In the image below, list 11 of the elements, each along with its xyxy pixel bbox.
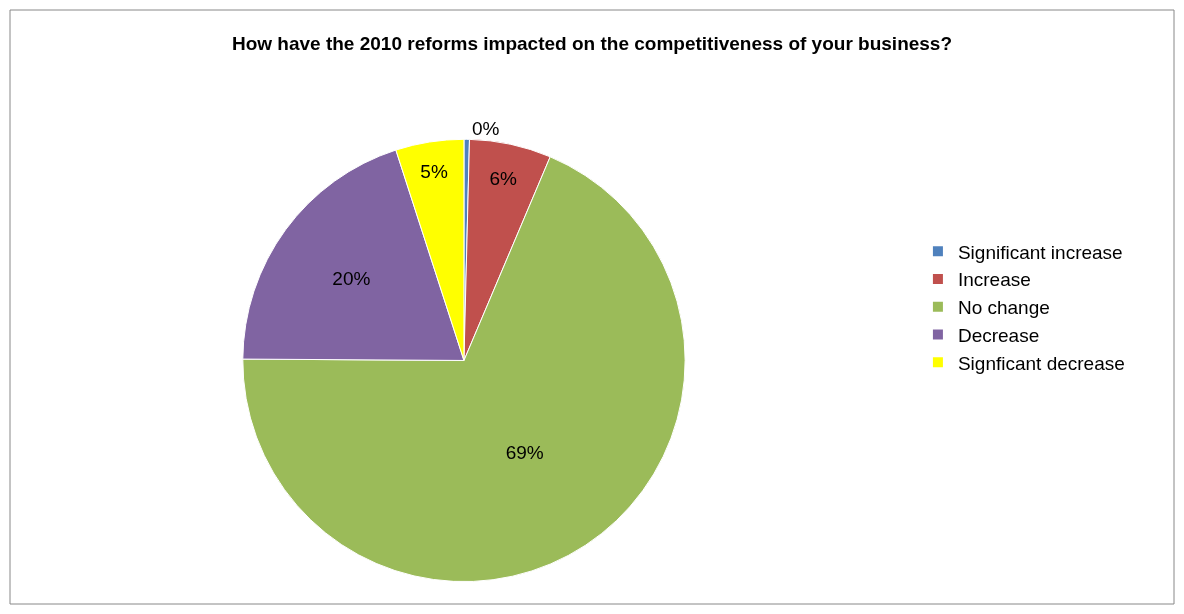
legend-label: Significant increase <box>957 241 1123 263</box>
legend-label: Signficant decrease <box>957 352 1125 374</box>
data-label: 5% <box>420 160 448 182</box>
data-label: 0% <box>471 118 500 140</box>
data-label: 69% <box>505 442 544 464</box>
data-label: 6% <box>489 167 518 189</box>
legend-label: Increase <box>957 269 1031 291</box>
chart-title: How have the 2010 reforms impacted on the competitiveness of your business? <box>231 33 953 55</box>
legend-label: No change <box>957 297 1050 319</box>
data-label: 20% <box>332 267 371 289</box>
legend-label: Decrease <box>957 324 1040 346</box>
